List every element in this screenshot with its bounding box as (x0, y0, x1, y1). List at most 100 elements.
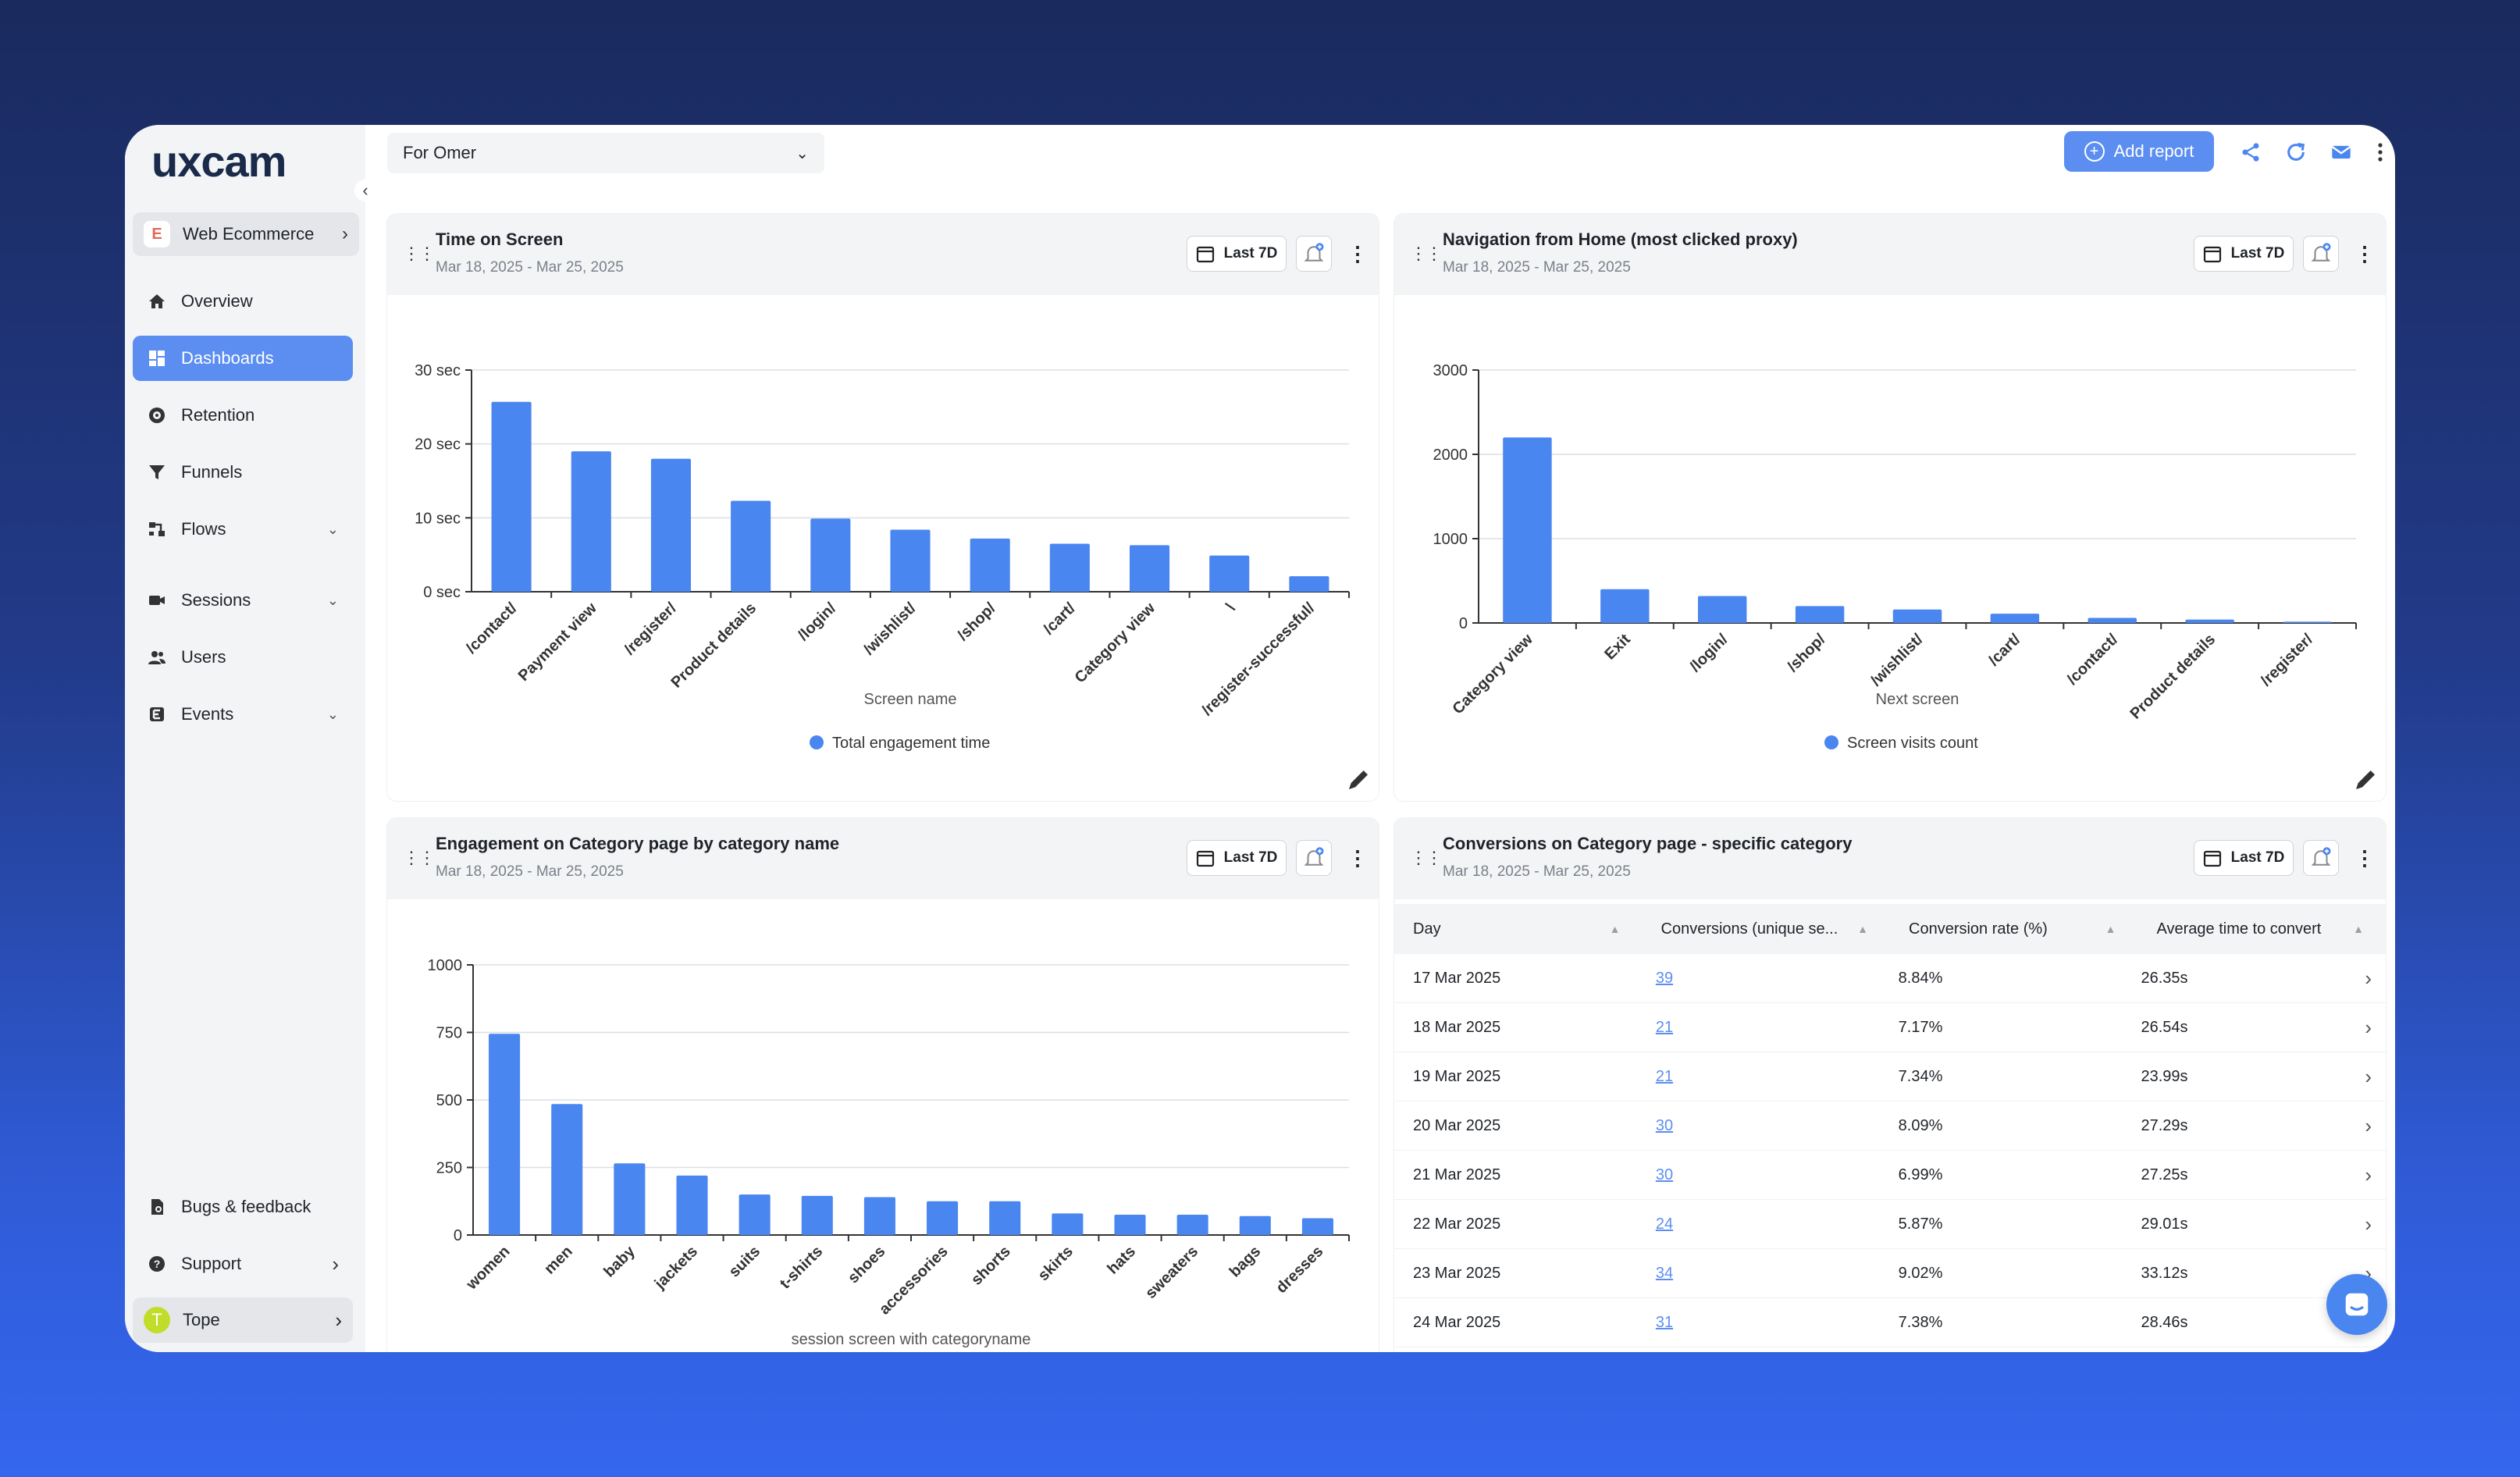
card-header: ⋮⋮ Conversions on Category page - specif… (1394, 818, 2386, 899)
sidebar-item-funnels[interactable]: Funnels (133, 450, 353, 495)
chevron-right-icon[interactable]: › (2365, 966, 2372, 990)
column-header-avg-time[interactable]: Average time to convert ▲ (2156, 920, 2365, 938)
table-row[interactable]: 17 Mar 2025 39 8.84% 26.35s › (1394, 954, 2386, 1003)
table-row[interactable]: 21 Mar 2025 30 6.99% 27.25s › (1394, 1151, 2386, 1200)
card-header: ⋮⋮ Engagement on Category page by catego… (387, 818, 1379, 899)
sidebar-item-support[interactable]: ? Support › (133, 1241, 353, 1287)
conversions-link[interactable]: 30 (1655, 1166, 1674, 1183)
y-tick-label: 30 sec (415, 362, 461, 379)
bar (863, 1197, 895, 1235)
cell-conversions[interactable]: 34 (1637, 1265, 1880, 1283)
conversions-link[interactable]: 39 (1655, 969, 1674, 987)
cell-conversions[interactable]: 39 (1637, 970, 1880, 988)
x-tick-label: dresses (1272, 1243, 1326, 1297)
sidebar-item-bugs-feedback[interactable]: Bugs & feedback (133, 1184, 353, 1230)
alert-button[interactable] (1296, 236, 1332, 272)
cell-conversion-rate: 7.38% (1898, 1313, 1943, 1331)
cell-conversions[interactable]: 30 (1637, 1166, 1880, 1184)
cell-conversions[interactable]: 21 (1637, 1068, 1880, 1086)
chevron-down-icon: ⌄ (326, 521, 339, 537)
table-row[interactable]: 22 Mar 2025 24 5.87% 29.01s › (1394, 1200, 2386, 1249)
table-row[interactable]: 23 Mar 2025 34 9.02% 33.12s › (1394, 1249, 2386, 1298)
card-title: Conversions on Category page - specific … (1443, 834, 1853, 853)
calendar-icon (2203, 246, 2221, 263)
date-range-button[interactable]: Last 7D (1187, 840, 1287, 876)
bar-chart: 0 sec 10 sec 20 sec 30 sec/contact/Payment … (415, 362, 1350, 752)
sidebar-item-users[interactable]: Users (133, 635, 353, 680)
column-header-conversions[interactable]: Conversions (unique se... ▲ (1660, 920, 1869, 938)
conversions-link[interactable]: 24 (1655, 1215, 1674, 1233)
alert-button[interactable] (2303, 236, 2339, 272)
dashboard-select[interactable]: For Omer ⌄ (387, 133, 824, 173)
card-menu-icon[interactable]: ⋮ (1347, 242, 1368, 265)
refresh-icon[interactable] (2283, 139, 2309, 165)
conversions-link[interactable]: 21 (1655, 1067, 1674, 1085)
card-menu-icon[interactable]: ⋮ (2354, 846, 2375, 870)
cell-conversions[interactable]: 31 (1637, 1314, 1880, 1332)
conversions-link[interactable]: 30 (1655, 1116, 1674, 1134)
cell-conversion-rate: 7.34% (1898, 1067, 1943, 1085)
cell-avg-time: 27.25s (2141, 1166, 2188, 1183)
card-menu-icon[interactable]: ⋮ (2354, 242, 2375, 265)
sidebar-item-sessions[interactable]: Sessions ⌄ (133, 578, 353, 623)
sidebar-item-retention[interactable]: Retention (133, 393, 353, 438)
column-header-conversion-rate[interactable]: Conversion rate (%) ▲ (1909, 920, 2116, 938)
sidebar-item-flows[interactable]: Flows ⌄ (133, 507, 353, 552)
project-name: Web Ecommerce (183, 224, 315, 244)
uxcam-logo[interactable]: uxcam (151, 137, 331, 190)
table-row[interactable]: 18 Mar 2025 21 7.17% 26.54s › (1394, 1003, 2386, 1052)
user-menu[interactable]: T Tope › (133, 1297, 353, 1343)
edit-pencil-icon[interactable] (1346, 767, 1371, 796)
mail-icon[interactable] (2328, 139, 2354, 165)
drag-handle-icon[interactable]: ⋮⋮ (1410, 244, 1443, 263)
edit-pencil-icon[interactable] (2353, 767, 2378, 796)
calendar-icon (1196, 246, 1214, 263)
drag-handle-icon[interactable]: ⋮⋮ (403, 848, 436, 867)
x-tick-label: \ (1223, 600, 1239, 615)
conversions-link[interactable]: 31 (1655, 1313, 1674, 1331)
bar (2283, 621, 2332, 623)
sidebar-item-dashboards[interactable]: Dashboards (133, 336, 353, 381)
chevron-right-icon[interactable]: › (2365, 1064, 2372, 1088)
bar (1114, 1215, 1146, 1235)
column-header-day[interactable]: Day ▲ (1413, 920, 1621, 938)
drag-handle-icon[interactable]: ⋮⋮ (403, 244, 436, 263)
alert-button[interactable] (1296, 840, 1332, 876)
date-range-button[interactable]: Last 7D (2194, 236, 2294, 272)
drag-handle-icon[interactable]: ⋮⋮ (1410, 848, 1443, 867)
cell-conversions[interactable]: 30 (1637, 1117, 1880, 1135)
conversions-link[interactable]: 34 (1655, 1264, 1674, 1282)
share-icon[interactable] (2237, 139, 2264, 165)
bar (2185, 619, 2234, 623)
table-body: 17 Mar 2025 39 8.84% 26.35s › 18 Mar 2025 21 7.… (1394, 954, 2386, 1347)
y-tick-label: 1000 (428, 957, 463, 974)
alert-button[interactable] (2303, 840, 2339, 876)
card-menu-icon[interactable]: ⋮ (1347, 846, 1368, 870)
table-row[interactable]: 19 Mar 2025 21 7.34% 23.99s › (1394, 1052, 2386, 1102)
date-range-button[interactable]: Last 7D (1187, 236, 1287, 272)
sidebar-item-events[interactable]: Events ⌄ (133, 692, 353, 737)
conversions-link[interactable]: 21 (1655, 1018, 1674, 1036)
chat-support-button[interactable] (2326, 1274, 2387, 1335)
sidebar-item-overview[interactable]: Overview (133, 279, 353, 324)
bar-chart: 0 250 500 750 1000 women men baby jackets suits t-… (428, 957, 1350, 1348)
cell-conversions[interactable]: 24 (1637, 1215, 1880, 1233)
date-range-button[interactable]: Last 7D (2194, 840, 2294, 876)
bar (1049, 543, 1090, 592)
add-report-button[interactable]: + Add report (2064, 131, 2214, 172)
chevron-right-icon[interactable]: › (2365, 1113, 2372, 1137)
chevron-right-icon[interactable]: › (2365, 1162, 2372, 1187)
more-options-icon[interactable] (2367, 139, 2394, 165)
project-selector[interactable]: E Web Ecommerce › (133, 212, 359, 256)
chevron-right-icon[interactable]: › (2365, 1015, 2372, 1039)
chevron-right-icon[interactable]: › (2365, 1212, 2372, 1236)
bar (989, 1201, 1021, 1235)
collapse-sidebar-button[interactable]: ‹ (354, 180, 376, 201)
cell-conversions[interactable]: 21 (1637, 1019, 1880, 1037)
chevron-right-icon[interactable]: › (2365, 1261, 2372, 1285)
sidebar: uxcam E Web Ecommerce › Overview Dashboa… (125, 125, 365, 1352)
table-row[interactable]: 20 Mar 2025 30 8.09% 27.29s › (1394, 1102, 2386, 1151)
x-tick-label: hats (1104, 1243, 1139, 1278)
y-tick-label: 0 (454, 1227, 462, 1244)
